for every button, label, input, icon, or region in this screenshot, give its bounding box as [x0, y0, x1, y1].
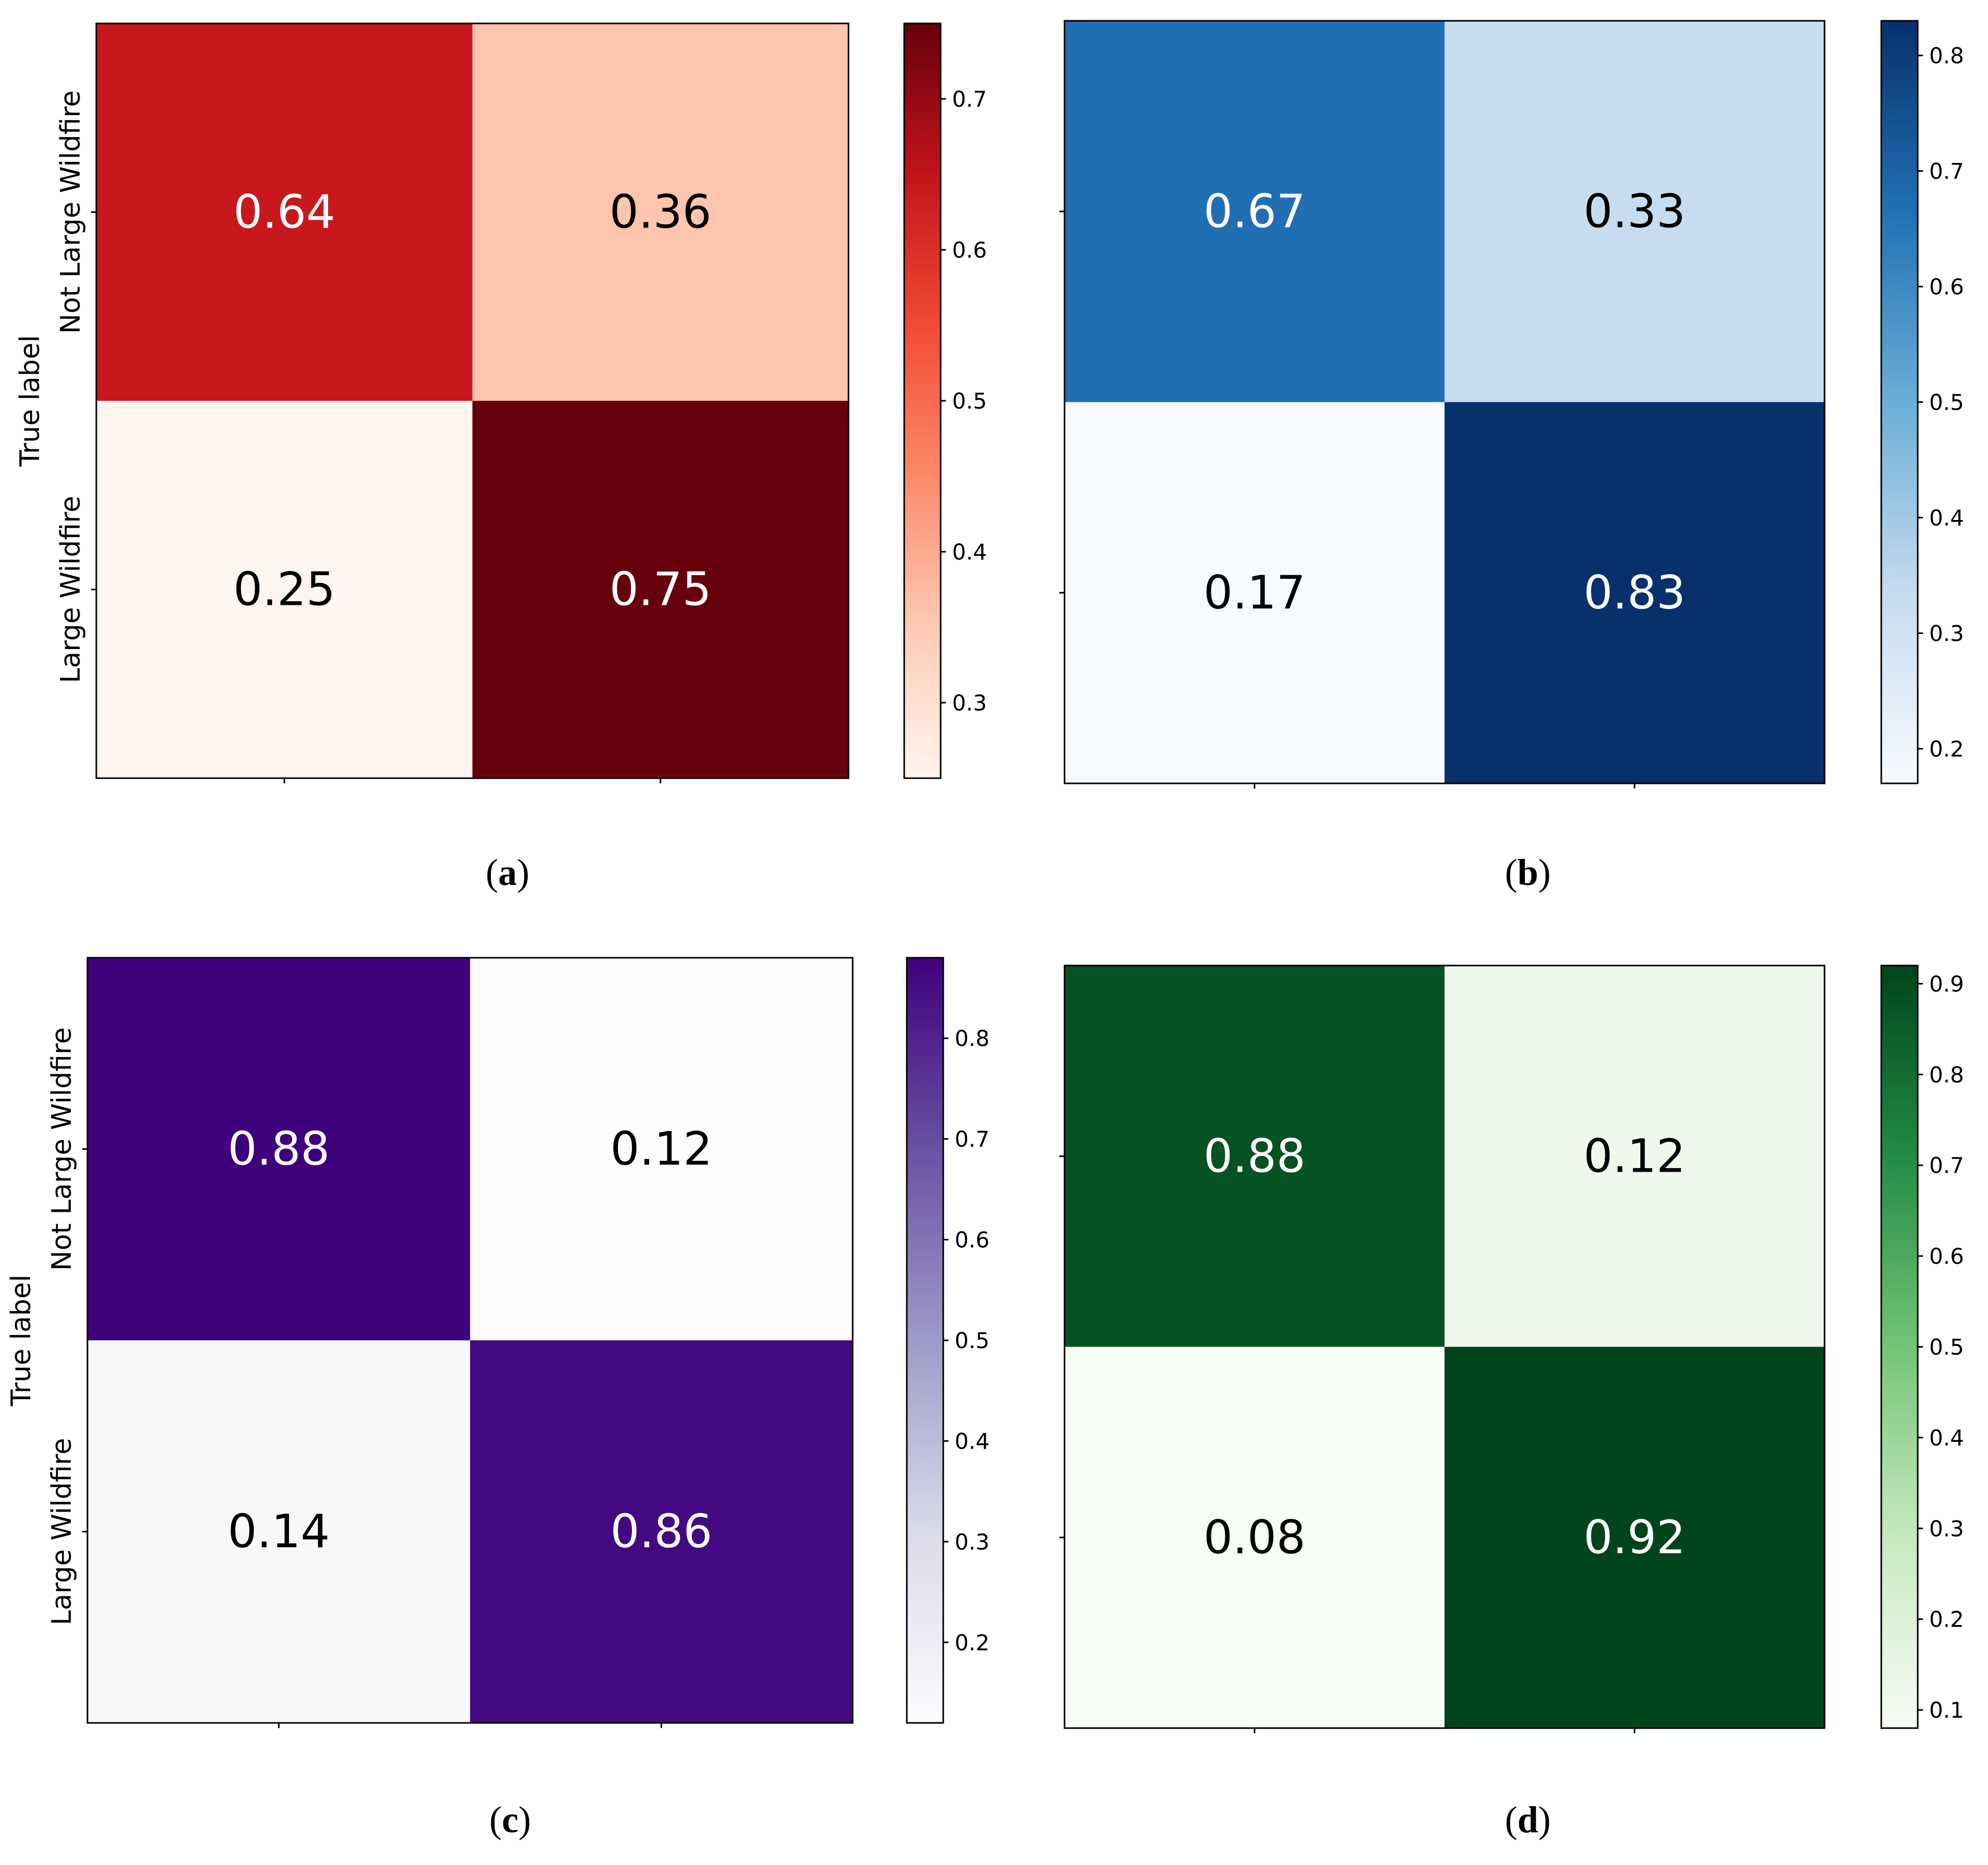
- heatmap-cell: [1065, 1347, 1445, 1728]
- panel-caption: (d): [1505, 1799, 1551, 1841]
- colorbar-tick-label: 0.7: [952, 86, 987, 112]
- caption-letter: d: [1517, 1799, 1538, 1841]
- heatmap-cell: [470, 958, 853, 1340]
- heatmap-cell: [472, 401, 849, 778]
- caption-letter: b: [1517, 852, 1538, 893]
- heatmap-cell: [1065, 21, 1445, 402]
- heatmap-frame: [95, 22, 850, 779]
- row-label: Large Wildfire: [46, 1438, 78, 1626]
- cell-value-label: 0.33: [1584, 184, 1686, 238]
- colorbar: [903, 22, 942, 779]
- cell-value-label: 0.12: [1584, 1129, 1686, 1183]
- heatmap-frame: [1063, 20, 1826, 784]
- colorbar: [1880, 20, 1919, 784]
- caption-letter: c: [502, 1799, 518, 1841]
- panel-a: 0.64 0.36 0.25 0.75 Not Large Wildfire Large …: [15, 22, 987, 893]
- colorbar-tick-label: 0.6: [1929, 274, 1964, 300]
- caption-close-paren: ): [518, 1799, 531, 1841]
- heatmap-cell: [87, 958, 470, 1340]
- colorbar-tick-label: 0.1: [1929, 1697, 1964, 1723]
- heatmap-cell: [1445, 402, 1825, 783]
- caption-close-paren: ): [1538, 1799, 1551, 1841]
- cell-value-label: 0.17: [1204, 566, 1306, 619]
- panel-b: 0.67 0.33 0.17 0.83 0.2 0.3 0.4 0.5 0.6 0.7 0.8 (b): [1059, 20, 1964, 893]
- cell-value-label: 0.25: [233, 563, 335, 616]
- panel-c: 0.88 0.12 0.14 0.86 Not Large Wildfire Large …: [6, 957, 990, 1841]
- colorbar: [1880, 965, 1919, 1729]
- cell-value-label: 0.36: [610, 185, 712, 239]
- colorbar-tick-label: 0.5: [1929, 390, 1964, 415]
- panel-caption: (a): [486, 852, 529, 893]
- cell-value-label: 0.75: [610, 563, 712, 616]
- colorbar-tick-label: 0.7: [1929, 159, 1964, 184]
- colorbar-tick-label: 0.5: [955, 1328, 990, 1353]
- colorbar-tick-label: 0.5: [1929, 1335, 1964, 1360]
- cell-value-label: 0.92: [1584, 1511, 1686, 1564]
- cell-value-label: 0.14: [228, 1505, 330, 1558]
- colorbar-tick-label: 0.7: [1929, 1153, 1964, 1178]
- heatmap-cell: [96, 23, 473, 401]
- colorbar-tick-label: 0.2: [955, 1630, 990, 1655]
- colorbar-tick-label: 0.8: [1929, 1062, 1964, 1087]
- panel-d: 0.88 0.12 0.08 0.92 0.1 0.2 0.3 0.4 0.5 0.6 0.7 0.8…: [1059, 965, 1964, 1841]
- heatmap-cell: [1445, 1347, 1825, 1728]
- colorbar-tick-label: 0.3: [1929, 1516, 1964, 1541]
- colorbar-tick-label: 0.3: [952, 690, 987, 716]
- colorbar-tick-label: 0.8: [955, 1026, 990, 1051]
- colorbar-tick-label: 0.4: [952, 539, 987, 565]
- heatmap-cell: [87, 1340, 470, 1723]
- cell-value-label: 0.83: [1584, 566, 1686, 619]
- colorbar-tick-label: 0.6: [1929, 1244, 1964, 1269]
- cell-value-label: 0.86: [611, 1505, 713, 1558]
- colorbar-tick-label: 0.4: [955, 1428, 990, 1454]
- colorbar-tick-label: 0.8: [1929, 43, 1964, 69]
- colorbar-tick-label: 0.3: [955, 1529, 990, 1555]
- heatmap-cell: [472, 23, 849, 401]
- heatmap-cell: [1445, 21, 1825, 402]
- caption-open-paren: (: [489, 1799, 502, 1841]
- colorbar-tick-label: 0.4: [1929, 1425, 1964, 1451]
- panel-caption: (b): [1505, 852, 1551, 893]
- colorbar-tick-label: 0.2: [1929, 1607, 1964, 1632]
- y-axis-label: True label: [15, 335, 46, 467]
- colorbar-tick-label: 0.4: [1929, 505, 1964, 530]
- caption-close-paren: ): [517, 852, 529, 893]
- heatmap-cell: [1445, 966, 1825, 1347]
- cell-value-label: 0.88: [1204, 1129, 1306, 1183]
- row-label: Not Large Wildfire: [46, 1027, 78, 1271]
- colorbar-tick-label: 0.6: [952, 237, 987, 263]
- caption-open-paren: (: [486, 852, 498, 893]
- panel-caption: (c): [489, 1799, 531, 1841]
- heatmap-cell: [470, 1340, 853, 1723]
- caption-close-paren: ): [1538, 852, 1551, 893]
- colorbar-tick-label: 0.2: [1929, 736, 1964, 762]
- y-axis-label: True label: [6, 1275, 37, 1407]
- cell-value-label: 0.64: [233, 185, 335, 239]
- cell-value-label: 0.88: [228, 1122, 330, 1176]
- heatmap-cell: [1065, 966, 1445, 1347]
- colorbar: [906, 957, 944, 1724]
- row-label: Large Wildfire: [55, 496, 86, 683]
- heatmap-cell: [1065, 402, 1445, 783]
- caption-letter: a: [498, 852, 517, 893]
- cell-value-label: 0.08: [1204, 1511, 1306, 1564]
- colorbar-tick-label: 0.9: [1929, 971, 1964, 997]
- colorbar-tick-label: 0.7: [955, 1126, 990, 1152]
- heatmap-frame: [86, 957, 854, 1724]
- colorbar-tick-label: 0.3: [1929, 620, 1964, 646]
- row-label: Not Large Wildfire: [55, 91, 86, 334]
- caption-open-paren: (: [1505, 852, 1517, 893]
- colorbar-tick-label: 0.6: [955, 1227, 990, 1253]
- heatmap-cell: [96, 401, 473, 778]
- colorbar-tick-label: 0.5: [952, 388, 987, 414]
- cell-value-label: 0.12: [611, 1122, 713, 1176]
- cell-value-label: 0.67: [1204, 184, 1306, 238]
- caption-open-paren: (: [1505, 1799, 1517, 1841]
- heatmap-frame: [1063, 965, 1826, 1729]
